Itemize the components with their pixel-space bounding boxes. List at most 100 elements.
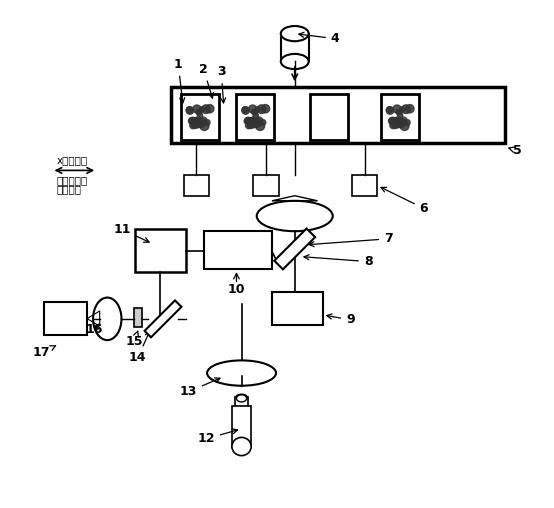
Circle shape: [193, 117, 202, 125]
Circle shape: [244, 118, 251, 124]
Bar: [181, 94, 219, 140]
Bar: [44, 302, 87, 335]
Circle shape: [200, 117, 207, 124]
Circle shape: [249, 117, 256, 125]
Circle shape: [386, 107, 394, 114]
Circle shape: [188, 118, 195, 124]
Circle shape: [192, 120, 199, 129]
Text: 5: 5: [512, 144, 521, 156]
Circle shape: [186, 107, 192, 113]
Polygon shape: [274, 229, 315, 269]
Text: 17: 17: [33, 345, 56, 359]
Circle shape: [249, 117, 257, 125]
Circle shape: [193, 117, 200, 125]
Circle shape: [393, 105, 401, 113]
Bar: [237, 94, 274, 140]
Text: 14: 14: [129, 331, 150, 364]
Circle shape: [398, 113, 403, 118]
Text: 4: 4: [299, 32, 340, 45]
Circle shape: [190, 122, 196, 129]
Circle shape: [260, 119, 266, 125]
Text: 12: 12: [197, 429, 238, 446]
Bar: [232, 406, 251, 447]
Circle shape: [242, 107, 248, 113]
Text: 3: 3: [217, 65, 225, 103]
Text: 之间定位: 之间定位: [57, 184, 81, 194]
Ellipse shape: [232, 437, 251, 456]
Circle shape: [196, 118, 206, 128]
Bar: [253, 175, 279, 196]
Circle shape: [199, 120, 205, 126]
Circle shape: [199, 107, 204, 112]
Bar: [281, 34, 309, 61]
Circle shape: [250, 120, 258, 128]
Ellipse shape: [257, 201, 333, 231]
Circle shape: [255, 117, 263, 124]
Text: 7: 7: [309, 232, 393, 247]
Circle shape: [395, 120, 402, 128]
Text: 6: 6: [381, 187, 428, 215]
Bar: [134, 308, 142, 328]
Text: 不同孔容器: 不同孔容器: [57, 176, 88, 185]
Circle shape: [204, 119, 210, 125]
Circle shape: [389, 117, 397, 124]
Text: 10: 10: [228, 283, 245, 296]
Circle shape: [247, 120, 255, 129]
Circle shape: [195, 120, 202, 128]
Circle shape: [255, 120, 260, 126]
Circle shape: [402, 105, 411, 114]
Circle shape: [399, 120, 405, 126]
Circle shape: [261, 105, 270, 113]
Circle shape: [202, 105, 210, 114]
Circle shape: [200, 121, 209, 131]
Circle shape: [392, 120, 399, 129]
Circle shape: [245, 122, 252, 129]
Text: 8: 8: [304, 255, 372, 268]
Circle shape: [257, 105, 266, 114]
Circle shape: [393, 117, 402, 125]
Circle shape: [255, 120, 260, 126]
Ellipse shape: [235, 394, 248, 402]
Circle shape: [189, 117, 196, 124]
Circle shape: [396, 109, 402, 115]
Text: 2: 2: [199, 62, 213, 98]
Text: 13: 13: [179, 378, 220, 398]
Text: x方向运动: x方向运动: [57, 155, 88, 165]
Circle shape: [400, 121, 409, 131]
Circle shape: [394, 117, 402, 125]
Polygon shape: [145, 300, 182, 337]
Ellipse shape: [93, 298, 121, 340]
Bar: [135, 229, 186, 272]
Circle shape: [186, 107, 194, 114]
Circle shape: [399, 107, 405, 112]
Text: 16: 16: [86, 324, 103, 336]
Circle shape: [400, 117, 407, 124]
Circle shape: [255, 107, 260, 112]
Text: 15: 15: [125, 331, 143, 347]
Circle shape: [397, 118, 406, 128]
Circle shape: [252, 118, 261, 128]
Bar: [310, 94, 348, 140]
Circle shape: [406, 105, 414, 113]
Text: 1: 1: [174, 57, 184, 103]
Circle shape: [387, 107, 393, 113]
Circle shape: [245, 117, 252, 124]
Circle shape: [242, 107, 249, 114]
Circle shape: [199, 120, 205, 126]
Bar: [235, 397, 248, 408]
Circle shape: [249, 105, 257, 113]
Circle shape: [253, 113, 258, 118]
Circle shape: [193, 105, 201, 113]
Circle shape: [255, 121, 265, 131]
Circle shape: [197, 113, 203, 118]
Bar: [381, 94, 419, 140]
Bar: [272, 292, 322, 325]
Bar: [203, 231, 272, 269]
Circle shape: [390, 122, 396, 129]
Text: 11: 11: [114, 223, 149, 242]
Circle shape: [250, 117, 258, 125]
Circle shape: [388, 118, 395, 124]
Circle shape: [206, 105, 214, 113]
Circle shape: [196, 109, 202, 115]
Ellipse shape: [281, 26, 309, 41]
